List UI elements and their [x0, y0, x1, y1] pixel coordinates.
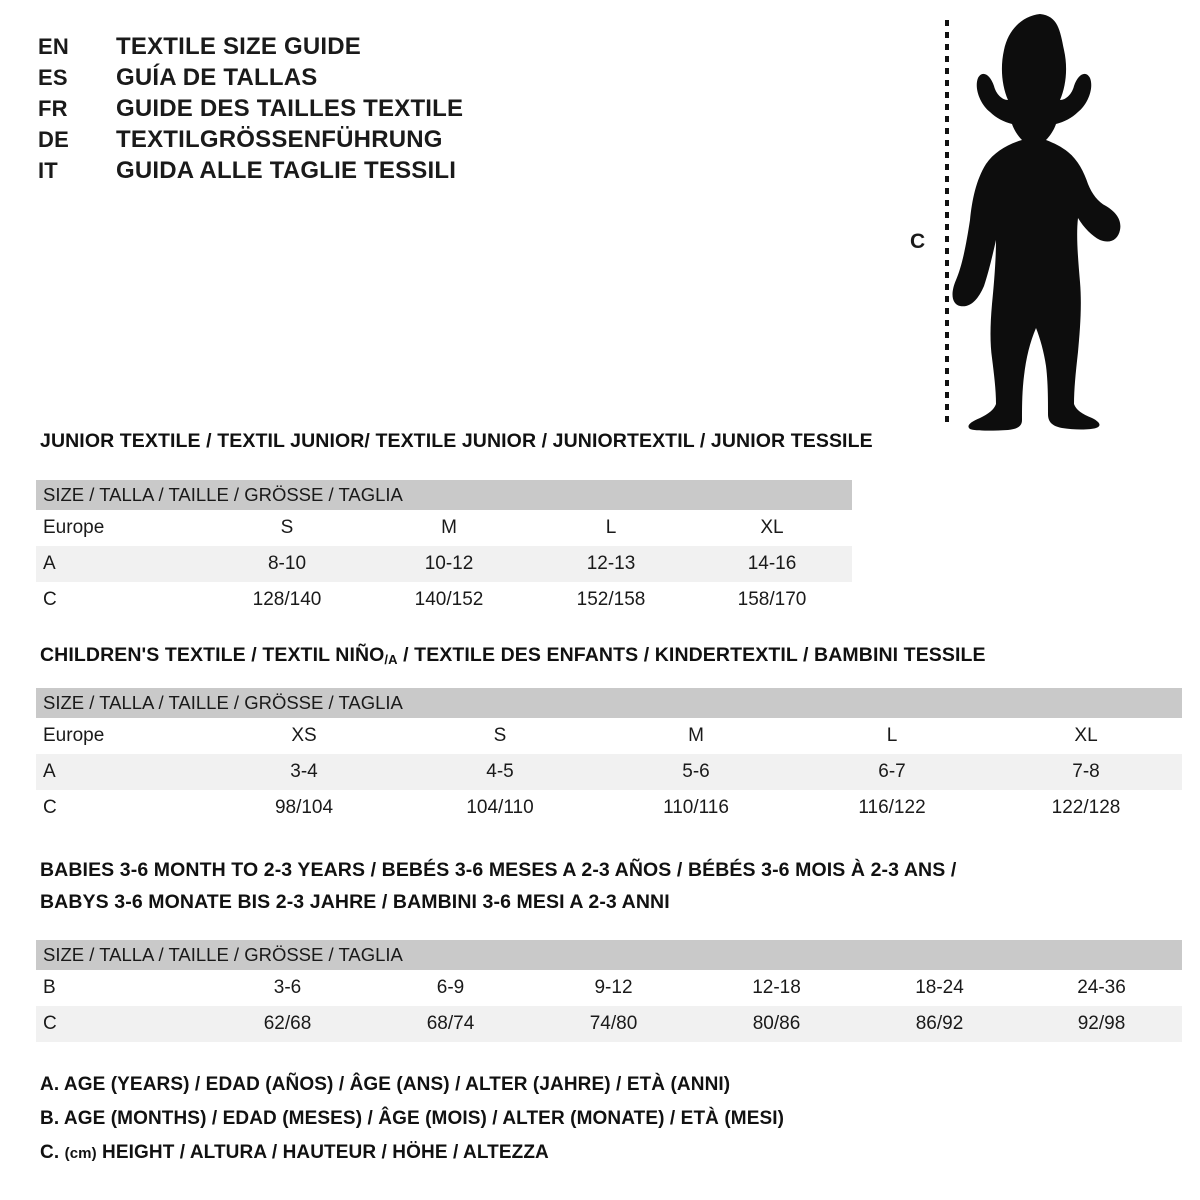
section-title-children: CHILDREN'S TEXTILE / TEXTIL NIÑO/A / TEX…	[40, 644, 986, 667]
language-code-it: IT	[38, 158, 58, 183]
children-cell-europe-1: S	[402, 718, 598, 754]
height-dashed-line	[945, 20, 949, 428]
language-code-es: ES	[38, 65, 68, 90]
table-row: C 62/68 68/74 74/80 80/86 86/92 92/98	[36, 1006, 1183, 1042]
babies-cell-c-0: 62/68	[206, 1006, 369, 1042]
junior-cell-europe-2: L	[530, 510, 692, 546]
children-row-label-europe: Europe	[36, 718, 206, 754]
language-row-it: IT GUIDA ALLE TAGLIE TESSILI	[38, 157, 658, 188]
legend-line-a: A. AGE (YEARS) / EDAD (AÑOS) / ÂGE (ANS)…	[40, 1074, 731, 1095]
language-title-block: EN TEXTILE SIZE GUIDE ES GUÍA DE TALLAS …	[38, 33, 658, 188]
babies-row-label-c: C	[36, 1006, 206, 1042]
junior-cell-c-0: 128/140	[206, 582, 368, 618]
junior-row-label-a: A	[36, 546, 206, 582]
children-cell-c-2: 110/116	[598, 790, 794, 826]
junior-cell-europe-3: XL	[692, 510, 852, 546]
babies-cell-c-4: 86/92	[858, 1006, 1021, 1042]
table-row: A 3-4 4-5 5-6 6-7 7-8	[36, 754, 1183, 790]
babies-cell-c-5: 92/98	[1021, 1006, 1183, 1042]
junior-table-band-row: SIZE / TALLA / TAILLE / GRÖSSE / TAGLIA	[36, 480, 852, 510]
legend-c-rest: HEIGHT / ALTURA / HAUTEUR / HÖHE / ALTEZ…	[96, 1142, 549, 1163]
junior-band-label: SIZE / TALLA / TAILLE / GRÖSSE / TAGLIA	[36, 480, 852, 510]
children-size-table: SIZE / TALLA / TAILLE / GRÖSSE / TAGLIA …	[36, 688, 1183, 826]
junior-cell-europe-0: S	[206, 510, 368, 546]
junior-cell-a-2: 12-13	[530, 546, 692, 582]
children-table-band-row: SIZE / TALLA / TAILLE / GRÖSSE / TAGLIA	[36, 688, 1183, 718]
children-cell-a-0: 3-4	[206, 754, 402, 790]
legend-line-b: B. AGE (MONTHS) / EDAD (MESES) / ÂGE (MO…	[40, 1108, 785, 1129]
babies-row-label-b: B	[36, 970, 206, 1006]
children-cell-europe-4: XL	[990, 718, 1183, 754]
junior-cell-c-3: 158/170	[692, 582, 852, 618]
children-cell-a-1: 4-5	[402, 754, 598, 790]
babies-cell-c-2: 74/80	[532, 1006, 695, 1042]
babies-title-line2: BABYS 3-6 MONATE BIS 2-3 JAHRE / BAMBINI…	[40, 891, 670, 913]
babies-cell-b-0: 3-6	[206, 970, 369, 1006]
babies-cell-b-2: 9-12	[532, 970, 695, 1006]
section-title-babies: BABIES 3-6 MONTH TO 2-3 YEARS / BEBÉS 3-…	[40, 859, 956, 914]
table-row: C 98/104 104/110 110/116 116/122 122/128	[36, 790, 1183, 826]
language-title-it: GUIDA ALLE TAGLIE TESSILI	[116, 157, 457, 184]
children-row-label-a: A	[36, 754, 206, 790]
legend-c-unit: (cm)	[64, 1145, 97, 1162]
babies-cell-c-3: 80/86	[695, 1006, 858, 1042]
children-title-part1: CHILDREN'S TEXTILE / TEXTIL NIÑO	[40, 644, 385, 666]
junior-row-label-c: C	[36, 582, 206, 618]
language-title-fr: GUIDE DES TAILLES TEXTILE	[116, 95, 464, 122]
junior-cell-a-3: 14-16	[692, 546, 852, 582]
junior-row-label-europe: Europe	[36, 510, 206, 546]
junior-cell-a-1: 10-12	[368, 546, 530, 582]
children-cell-c-4: 122/128	[990, 790, 1183, 826]
babies-table-band-row: SIZE / TALLA / TAILLE / GRÖSSE / TAGLIA	[36, 940, 1183, 970]
language-title-de: TEXTILGRÖSSENFÜHRUNG	[116, 126, 443, 153]
language-code-en: EN	[38, 34, 69, 59]
language-code-fr: FR	[38, 96, 68, 121]
babies-band-label: SIZE / TALLA / TAILLE / GRÖSSE / TAGLIA	[36, 940, 1183, 970]
children-cell-europe-3: L	[794, 718, 990, 754]
junior-cell-europe-1: M	[368, 510, 530, 546]
children-title-part2: / TEXTILE DES ENFANTS / KINDERTEXTIL / B…	[397, 644, 986, 666]
language-row-de: DE TEXTILGRÖSSENFÜHRUNG	[38, 126, 658, 157]
babies-cell-b-4: 18-24	[858, 970, 1021, 1006]
junior-cell-c-2: 152/158	[530, 582, 692, 618]
babies-cell-b-3: 12-18	[695, 970, 858, 1006]
language-row-en: EN TEXTILE SIZE GUIDE	[38, 33, 658, 64]
language-row-es: ES GUÍA DE TALLAS	[38, 64, 658, 95]
junior-size-table: SIZE / TALLA / TAILLE / GRÖSSE / TAGLIA …	[36, 480, 852, 618]
table-row: Europe XS S M L XL	[36, 718, 1183, 754]
language-code-de: DE	[38, 127, 69, 152]
babies-cell-b-5: 24-36	[1021, 970, 1183, 1006]
table-row: Europe S M L XL	[36, 510, 852, 546]
children-cell-c-0: 98/104	[206, 790, 402, 826]
section-title-junior: JUNIOR TEXTILE / TEXTIL JUNIOR/ TEXTILE …	[40, 430, 873, 452]
children-cell-europe-0: XS	[206, 718, 402, 754]
table-row: B 3-6 6-9 9-12 12-18 18-24 24-36	[36, 970, 1183, 1006]
children-cell-a-3: 6-7	[794, 754, 990, 790]
table-row: C 128/140 140/152 152/158 158/170	[36, 582, 852, 618]
legend-line-c: C. (cm) HEIGHT / ALTURA / HAUTEUR / HÖHE…	[40, 1136, 940, 1171]
children-cell-c-1: 104/110	[402, 790, 598, 826]
children-band-label: SIZE / TALLA / TAILLE / GRÖSSE / TAGLIA	[36, 688, 1183, 718]
babies-cell-c-1: 68/74	[369, 1006, 532, 1042]
language-title-en: TEXTILE SIZE GUIDE	[116, 33, 361, 60]
children-row-label-c: C	[36, 790, 206, 826]
language-row-fr: FR GUIDE DES TAILLES TEXTILE	[38, 95, 658, 126]
junior-cell-c-1: 140/152	[368, 582, 530, 618]
junior-cell-a-0: 8-10	[206, 546, 368, 582]
table-row: A 8-10 10-12 12-13 14-16	[36, 546, 852, 582]
children-cell-europe-2: M	[598, 718, 794, 754]
babies-title-line1: BABIES 3-6 MONTH TO 2-3 YEARS / BEBÉS 3-…	[40, 859, 957, 881]
height-marker-label: C	[910, 230, 926, 253]
language-title-es: GUÍA DE TALLAS	[116, 64, 318, 91]
babies-cell-b-1: 6-9	[369, 970, 532, 1006]
children-title-subscript: /A	[384, 652, 398, 667]
children-cell-c-3: 116/122	[794, 790, 990, 826]
children-cell-a-2: 5-6	[598, 754, 794, 790]
height-measurement-figure: C	[890, 8, 1190, 433]
child-silhouette-icon	[952, 14, 1121, 431]
children-cell-a-4: 7-8	[990, 754, 1183, 790]
legend-c-prefix: C.	[40, 1142, 65, 1163]
babies-size-table: SIZE / TALLA / TAILLE / GRÖSSE / TAGLIA …	[36, 940, 1183, 1042]
measurement-legend: A. AGE (YEARS) / EDAD (AÑOS) / ÂGE (ANS)…	[40, 1068, 940, 1171]
